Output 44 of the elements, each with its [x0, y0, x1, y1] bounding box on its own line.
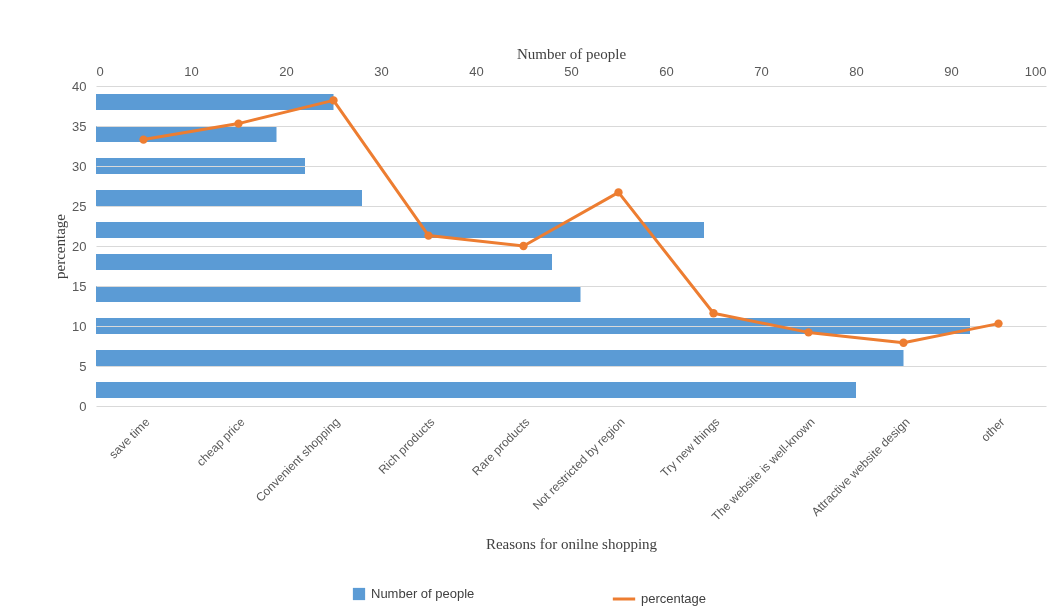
bar [96, 94, 334, 110]
x-axis-title: Number of people [516, 45, 627, 62]
bar [96, 254, 552, 270]
point [329, 96, 338, 105]
x-tick-label: 60 [659, 63, 674, 79]
y-tick-label: 25 [72, 198, 87, 214]
x-tick-label: 0 [96, 63, 104, 79]
bar [96, 222, 704, 238]
y-axis-title: percentage [52, 213, 69, 279]
y-tick-label: 10 [72, 318, 87, 334]
x-tick-label: 70 [754, 63, 769, 79]
y-tick-label: 15 [72, 278, 87, 294]
point [994, 319, 1003, 328]
legend-label: percentage [641, 591, 707, 606]
bar [96, 382, 856, 398]
point [519, 241, 528, 251]
point [424, 231, 433, 240]
bar [96, 286, 581, 302]
point [804, 328, 813, 337]
x-tick-label: 100 [1024, 63, 1047, 79]
x-tick-label: 20 [279, 63, 294, 79]
legend-label: Number of people [371, 586, 475, 601]
point [614, 188, 623, 197]
y-tick-label: 30 [72, 158, 87, 174]
x-tick-label: 90 [944, 63, 959, 79]
x-axis-title: Reasons for onilne shopping [485, 535, 658, 552]
x-tick-label: 40 [469, 63, 484, 79]
x-tick-label: 30 [374, 63, 389, 79]
point [899, 338, 908, 347]
point [139, 135, 148, 144]
y-tick-label: 5 [79, 358, 87, 374]
y-tick-label: 40 [72, 78, 87, 94]
y-tick-label: 0 [79, 398, 87, 414]
bar [96, 190, 362, 206]
bar [96, 318, 970, 334]
bar [96, 158, 305, 174]
point [234, 119, 243, 128]
bar [96, 350, 904, 366]
x-tick-label: 50 [564, 63, 579, 79]
y-tick-label: 20 [72, 238, 87, 254]
y-tick-label: 35 [72, 118, 87, 134]
x-tick-label: 80 [849, 63, 864, 79]
point [709, 309, 718, 318]
x-tick-label: 10 [184, 63, 199, 79]
